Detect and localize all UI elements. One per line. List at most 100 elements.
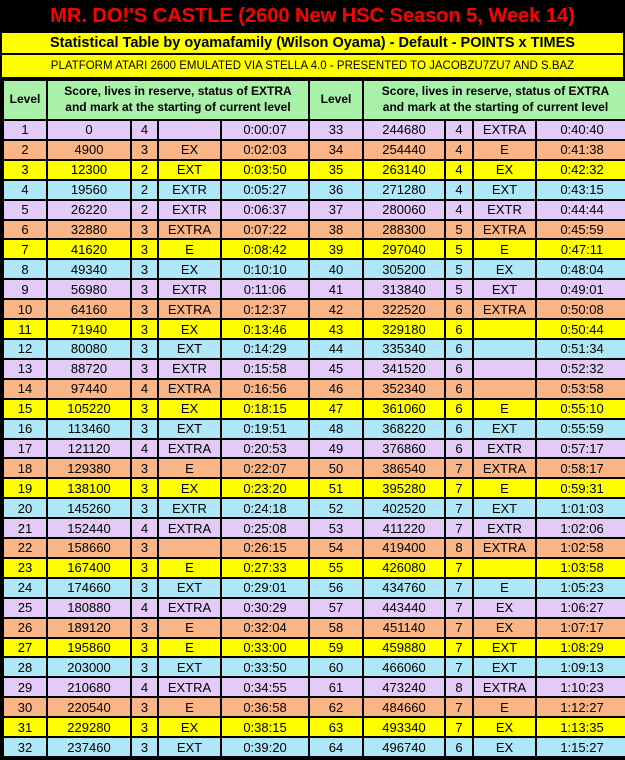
time-cell: 0:26:15 [220, 537, 310, 559]
header-level-left: Level [2, 79, 48, 121]
status-cell: E [472, 696, 537, 719]
status-cell: EXTR [472, 517, 537, 540]
status-cell: EX [157, 477, 222, 500]
status-cell: E [157, 616, 222, 639]
status-cell: EX [157, 397, 222, 420]
lives-cell: 4 [130, 119, 159, 141]
time-cell: 0:06:37 [220, 198, 310, 221]
time-cell: 0:49:01 [535, 278, 625, 301]
level-cell: 33 [308, 119, 364, 141]
level-cell: 19 [2, 477, 48, 500]
status-cell: EXTR [472, 198, 537, 221]
table-row: 27 195860 3 E 0:33:00 59 459880 7 EXT 1:08:29 [2, 636, 625, 659]
status-cell: EX [157, 716, 222, 739]
platform-text: PLATFORM ATARI 2600 EMULATED VIA STELLA … [50, 60, 575, 72]
score-cell: 195860 [46, 636, 132, 659]
level-cell: 48 [308, 417, 364, 440]
status-cell: EXT [472, 497, 537, 520]
lives-cell: 6 [444, 417, 474, 440]
score-cell: 329180 [362, 318, 446, 340]
lives-cell: 7 [444, 596, 474, 619]
score-cell: 0 [46, 119, 132, 141]
lives-cell: 4 [130, 517, 159, 540]
score-cell: 386540 [362, 457, 446, 480]
level-cell: 27 [2, 636, 48, 659]
score-cell: 376860 [362, 437, 446, 460]
status-cell [472, 556, 537, 579]
time-cell: 1:08:29 [535, 636, 625, 659]
lives-cell: 3 [130, 556, 159, 579]
score-cell: 229280 [46, 716, 132, 739]
score-cell: 322520 [362, 298, 446, 321]
lives-cell: 3 [130, 537, 159, 559]
status-cell: EXTRA [157, 377, 222, 400]
status-cell: E [472, 576, 537, 599]
score-cell: 158660 [46, 537, 132, 559]
level-cell: 30 [2, 696, 48, 719]
time-cell: 0:39:20 [220, 736, 310, 758]
score-cell: 493340 [362, 716, 446, 739]
score-cell: 352340 [362, 377, 446, 400]
status-cell: EX [472, 596, 537, 619]
score-cell: 297040 [362, 238, 446, 261]
header-stats-line1: Score, lives in reserve, status of EXTRA [64, 84, 292, 99]
score-cell: 174660 [46, 576, 132, 599]
lives-cell: 6 [444, 357, 474, 380]
level-cell: 63 [308, 716, 364, 739]
score-cell: 129380 [46, 457, 132, 480]
lives-cell: 3 [130, 477, 159, 500]
time-cell: 0:52:32 [535, 357, 625, 380]
level-cell: 2 [2, 138, 48, 161]
status-cell: EXTR [157, 497, 222, 520]
status-cell: EXTRA [472, 537, 537, 559]
time-cell: 0:03:50 [220, 158, 310, 181]
time-cell: 0:41:38 [535, 138, 625, 161]
score-cell: 443440 [362, 596, 446, 619]
table-row: 5 26220 2 EXTR 0:06:37 37 280060 4 EXTR 0:44:44 [2, 198, 625, 221]
lives-cell: 4 [130, 437, 159, 460]
time-cell: 0:18:15 [220, 397, 310, 420]
status-cell: EX [472, 258, 537, 281]
level-cell: 6 [2, 218, 48, 241]
score-cell: 280060 [362, 198, 446, 221]
time-cell: 0:08:42 [220, 238, 310, 261]
status-cell: EXTRA [472, 218, 537, 241]
lives-cell: 6 [444, 298, 474, 321]
lives-cell: 8 [444, 676, 474, 699]
table-row: 11 71940 3 EX 0:13:46 43 329180 6 0:50:44 [2, 318, 625, 340]
time-cell: 0:33:00 [220, 636, 310, 659]
score-cell: 49340 [46, 258, 132, 281]
time-cell: 1:06:27 [535, 596, 625, 619]
lives-cell: 3 [130, 278, 159, 301]
level-cell: 53 [308, 517, 364, 540]
lives-cell: 6 [444, 736, 474, 758]
score-cell: 113460 [46, 417, 132, 440]
lives-cell: 7 [444, 656, 474, 679]
time-cell: 1:02:58 [535, 537, 625, 559]
status-cell: EXTR [157, 357, 222, 380]
level-cell: 20 [2, 497, 48, 520]
status-cell [472, 318, 537, 340]
status-cell: EX [472, 716, 537, 739]
time-cell: 0:30:29 [220, 596, 310, 619]
status-cell: E [472, 238, 537, 261]
header-stats-line1: Score, lives in reserve, status of EXTRA [381, 84, 610, 99]
header-stats-line2: and mark at the starting of current leve… [65, 100, 291, 114]
status-cell: EXTR [157, 178, 222, 201]
time-cell: 0:27:33 [220, 556, 310, 579]
time-cell: 0:40:40 [535, 119, 625, 141]
status-cell: EXT [472, 178, 537, 201]
status-cell: EXTRA [472, 298, 537, 321]
status-cell: EXTR [157, 198, 222, 221]
status-cell: EX [157, 258, 222, 281]
score-cell: 335340 [362, 337, 446, 360]
score-cell: 210680 [46, 676, 132, 699]
time-cell: 0:13:46 [220, 318, 310, 340]
level-cell: 10 [2, 298, 48, 321]
time-cell: 1:02:06 [535, 517, 625, 540]
level-cell: 54 [308, 537, 364, 559]
time-cell: 0:29:01 [220, 576, 310, 599]
table-row: 22 158660 3 0:26:15 54 419400 8 EXTRA 1:02:58 [2, 537, 625, 559]
table-row: 17 121120 4 EXTRA 0:20:53 49 376860 6 EXTR 0:57:1… [2, 437, 625, 460]
stats-table-body: 1 0 4 0:00:07 33 244680 4 EXTRA 0:40:40 2 4900 3 EX 0… [2, 119, 625, 758]
